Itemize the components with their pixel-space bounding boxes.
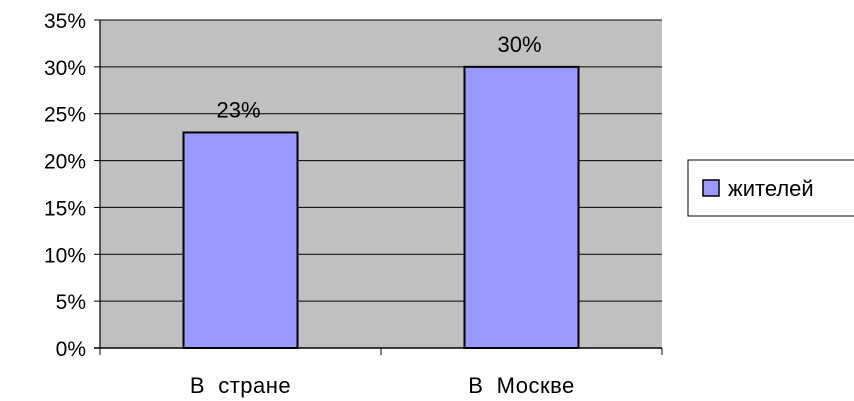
data-label: 23% — [216, 97, 260, 122]
bar — [463, 65, 580, 349]
y-tick-label: 30% — [44, 57, 86, 80]
x-axis-category-labels: В стране В Москве — [190, 373, 575, 398]
bars — [182, 65, 580, 349]
axes — [94, 20, 663, 355]
category-label: В Москве — [468, 373, 575, 398]
y-axis-tick-labels: 0% 5% 10% 15% 20% 25% 30% 35% — [44, 10, 86, 361]
y-tick-label: 35% — [44, 10, 86, 33]
data-labels: 23% 30% — [216, 32, 541, 123]
legend-swatch — [702, 179, 720, 197]
legend: жителей — [687, 159, 854, 217]
y-tick-label: 5% — [56, 291, 86, 314]
y-tick-label: 15% — [44, 197, 86, 220]
category-label: В стране — [190, 373, 291, 398]
y-tick-label: 25% — [44, 104, 86, 127]
y-tick-label: 20% — [44, 151, 86, 174]
data-label: 30% — [497, 32, 541, 57]
legend-entry-label: жителей — [728, 176, 814, 201]
bar — [182, 131, 299, 349]
plot-area — [94, 19, 663, 355]
y-tick-label: 10% — [44, 244, 86, 267]
y-tick-label: 0% — [56, 338, 86, 361]
